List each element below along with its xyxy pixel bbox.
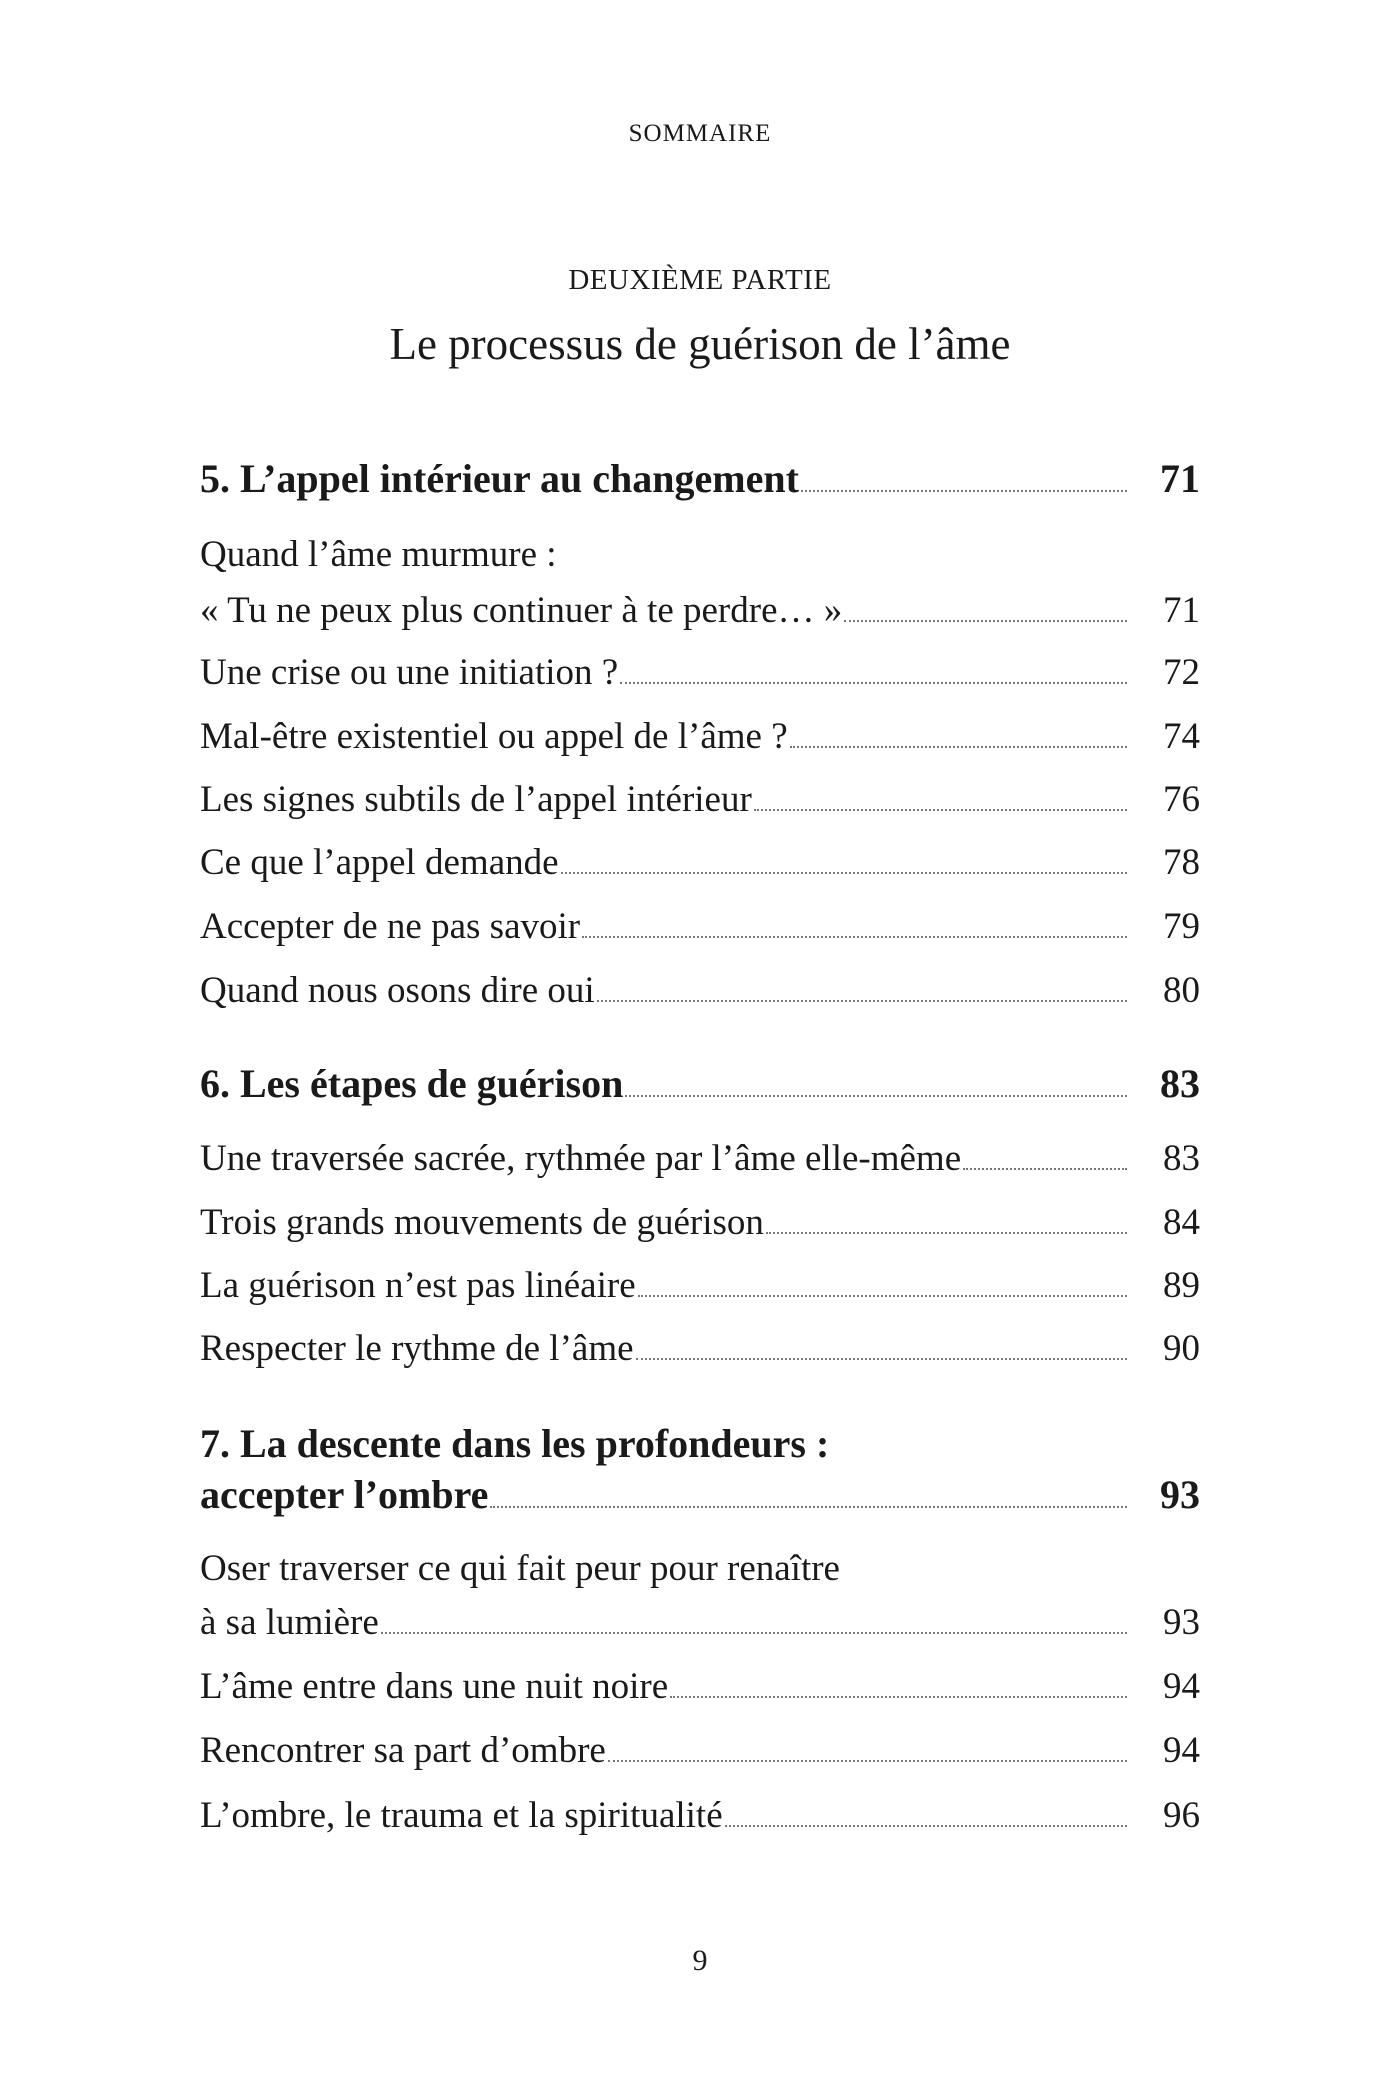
dot-leader: [490, 1506, 1127, 1508]
toc-entry: Trois grands mouvements de guérison 84: [200, 1198, 1200, 1248]
toc-entry: L’ombre, le trauma et la spiritualité 96: [200, 1791, 1200, 1841]
entry-page: 89: [1163, 1265, 1200, 1306]
entry-title: Rencontrer sa part d’ombre: [200, 1730, 606, 1771]
entry-page: 71: [1160, 456, 1200, 501]
running-head: SOMMAIRE: [628, 120, 772, 147]
part-label: DEUXIÈME PARTIE: [568, 264, 832, 296]
entry-page: 79: [1163, 906, 1200, 947]
toc-entry: Rencontrer sa part d’ombre 94: [200, 1726, 1200, 1776]
dot-leader: [380, 1632, 1127, 1634]
toc-entry: Accepter de ne pas savoir 79: [200, 902, 1200, 952]
toc-entry: Quand nous osons dire oui 80: [200, 966, 1200, 1016]
toc-entry: Oser traverser ce qui fait peur pour ren…: [200, 1544, 1200, 1594]
entry-title: Une traversée sacrée, rythmée par l’âme …: [200, 1138, 962, 1179]
entry-page: 74: [1163, 716, 1200, 757]
entry-page: 76: [1163, 779, 1200, 820]
entry-title: Quand nous osons dire oui: [200, 970, 595, 1011]
dot-leader: [620, 682, 1127, 684]
toc-entry: Ce que l’appel demande 78: [200, 838, 1200, 888]
toc-entry: Mal-être existentiel ou appel de l’âme ?…: [200, 712, 1200, 762]
toc-entry: Respecter le rythme de l’âme 90: [200, 1324, 1200, 1374]
dot-leader: [625, 1095, 1127, 1097]
dot-leader: [582, 936, 1127, 938]
entry-title: Trois grands mouvements de guérison: [200, 1202, 764, 1243]
toc-entry: Une crise ou une initiation ? 72: [200, 648, 1200, 698]
entry-title: accepter l’ombre: [200, 1472, 489, 1517]
entry-page: 78: [1163, 842, 1200, 883]
dot-leader: [963, 1168, 1127, 1170]
dot-leader: [765, 1232, 1127, 1234]
toc-chapter-entry: 6. Les étapes de guérison 83: [200, 1059, 1200, 1109]
dot-leader: [635, 1358, 1127, 1360]
entry-title: L’âme entre dans une nuit noire: [200, 1666, 669, 1707]
entry-title: 5. L’appel intérieur au changement: [200, 456, 799, 501]
entry-page: 72: [1163, 652, 1200, 693]
dot-leader: [670, 1696, 1127, 1698]
entry-page: 80: [1163, 970, 1200, 1011]
entry-title: « Tu ne peux plus continuer à te perdre……: [200, 590, 843, 631]
dot-leader: [789, 746, 1127, 748]
dot-leader: [800, 490, 1127, 492]
entry-page: 71: [1163, 590, 1200, 631]
entry-page: 96: [1163, 1795, 1200, 1836]
toc-chapter-entry: 5. L’appel intérieur au changement 71: [200, 454, 1200, 504]
toc-entry: La guérison n’est pas linéaire 89: [200, 1261, 1200, 1311]
toc-entry: Quand l’âme murmure :: [200, 530, 1200, 580]
dot-leader: [607, 1760, 1127, 1762]
entry-page: 93: [1160, 1472, 1200, 1517]
entry-title: La guérison n’est pas linéaire: [200, 1265, 636, 1306]
entry-title: Oser traverser ce qui fait peur pour ren…: [200, 1548, 840, 1589]
entry-page: 84: [1163, 1202, 1200, 1243]
toc-entry: L’âme entre dans une nuit noire 94: [200, 1662, 1200, 1712]
entry-title: Les signes subtils de l’appel intérieur: [200, 779, 752, 820]
entry-page: 94: [1163, 1730, 1200, 1771]
toc-entry: « Tu ne peux plus continuer à te perdre……: [200, 586, 1200, 636]
dot-leader: [637, 1295, 1127, 1297]
entry-title: Ce que l’appel demande: [200, 842, 559, 883]
entry-page: 94: [1163, 1666, 1200, 1707]
dot-leader: [596, 1000, 1127, 1002]
entry-title: à sa lumière: [200, 1602, 379, 1643]
dot-leader: [753, 809, 1127, 811]
toc-chapter-entry: accepter l’ombre 93: [200, 1470, 1200, 1520]
dot-leader: [560, 872, 1127, 874]
entry-page: 93: [1163, 1602, 1200, 1643]
entry-title: Mal-être existentiel ou appel de l’âme ?: [200, 716, 788, 757]
dot-leader: [724, 1825, 1127, 1827]
toc-chapter-entry: 7. La descente dans les profondeurs :: [200, 1419, 1200, 1469]
part-title: Le processus de guérison de l’âme: [389, 319, 1011, 369]
entry-title: Une crise ou une initiation ?: [200, 652, 619, 693]
entry-title: Accepter de ne pas savoir: [200, 906, 581, 947]
entry-title: 7. La descente dans les profondeurs :: [200, 1421, 830, 1466]
entry-page: 90: [1163, 1328, 1200, 1369]
toc-entry: à sa lumière 93: [200, 1598, 1200, 1648]
dot-leader: [844, 620, 1127, 622]
entry-page: 83: [1163, 1138, 1200, 1179]
toc-entry: Une traversée sacrée, rythmée par l’âme …: [200, 1134, 1200, 1184]
entry-title: Respecter le rythme de l’âme: [200, 1328, 634, 1369]
entry-title: L’ombre, le trauma et la spiritualité: [200, 1795, 723, 1836]
entry-page: 83: [1160, 1061, 1200, 1106]
entry-title: Quand l’âme murmure :: [200, 534, 557, 575]
entry-title: 6. Les étapes de guérison: [200, 1061, 624, 1106]
page-number: 9: [692, 1944, 708, 1977]
toc-entry: Les signes subtils de l’appel intérieur 7…: [200, 775, 1200, 825]
